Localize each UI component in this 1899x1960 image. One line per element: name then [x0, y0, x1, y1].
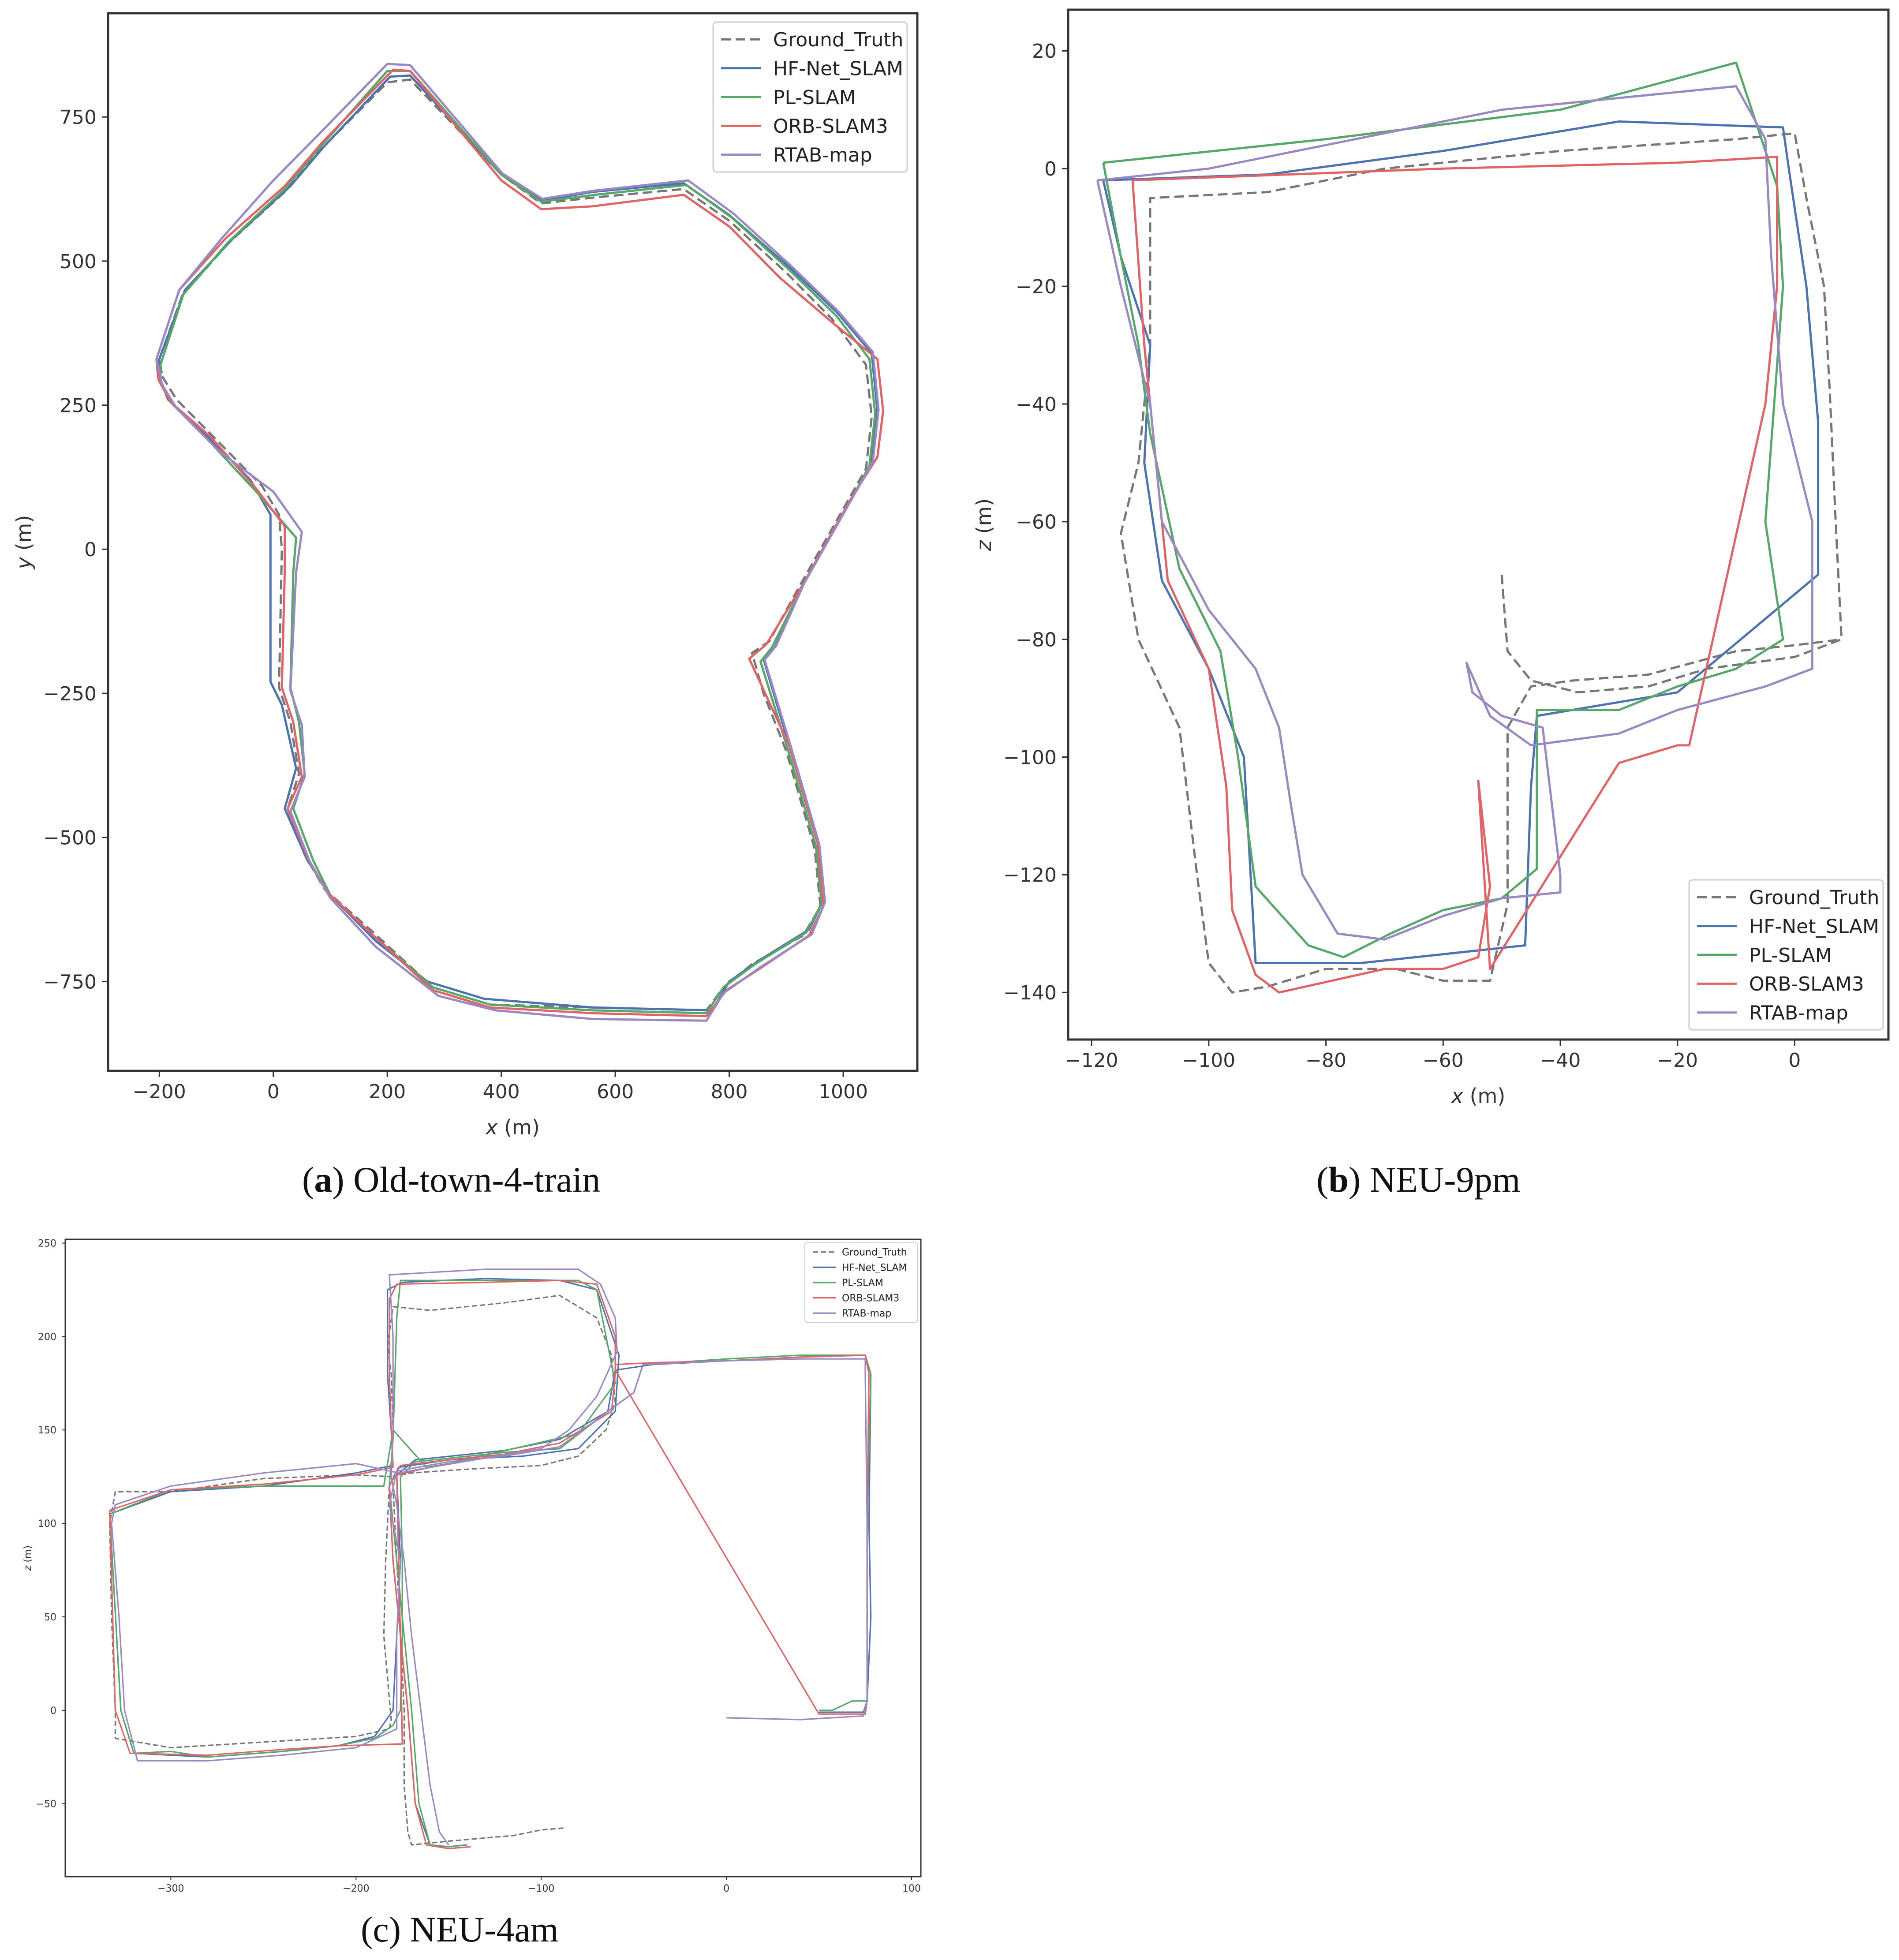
chart-c: −300 −200 −100 0 100 −50 0 50 100 150 200 250 z (m) G…: [22, 1238, 922, 1894]
y-tick-label: 50: [44, 1612, 56, 1623]
y-tick-label: −20: [1016, 276, 1057, 298]
y-tick-label: −40: [1016, 393, 1057, 416]
legend-label: ORB-SLAM3: [1749, 973, 1864, 995]
y-tick-label: 500: [60, 251, 97, 273]
series-line-orb-slam3: [1131, 156, 1779, 994]
y-tick-label: −750: [43, 971, 97, 993]
x-tick-label: 600: [597, 1081, 634, 1103]
series-line-ground-truth: [109, 1294, 616, 1846]
series-line-orb-slam3: [155, 68, 884, 1017]
series-line-pl-slam: [109, 1279, 872, 1848]
x-tick-label: 0: [267, 1081, 280, 1103]
y-axis-label: y (m): [12, 515, 36, 570]
x-tick-label: −20: [1657, 1049, 1698, 1072]
legend-label: Ground_Truth: [1749, 886, 1879, 909]
x-tick-label: −60: [1423, 1049, 1464, 1072]
legend-label: RTAB-map: [1749, 1002, 1848, 1025]
legend-label: PL-SLAM: [773, 86, 856, 109]
legend: Ground_Truth HF-Net_SLAM PL-SLAM ORB-SLAM3 R…: [1688, 879, 1884, 1031]
chart-a: −200 0 200 400 600 800 1000 −750 −500 −250 0 250 500…: [12, 12, 919, 1139]
legend-label: HF-Net_SLAM: [1749, 915, 1879, 938]
y-tick-label: −50: [36, 1799, 56, 1810]
x-tick-label: −120: [1065, 1049, 1118, 1072]
y-tick-label: 750: [60, 106, 97, 129]
caption-b: (b) NEU-9pm: [1316, 1160, 1521, 1200]
legend-frame: [1688, 879, 1884, 1031]
caption-b-letter: b: [1328, 1160, 1349, 1200]
x-tick-label: 200: [369, 1081, 406, 1103]
x-tick-label: −80: [1305, 1049, 1346, 1072]
series-line-pl-slam: [159, 70, 876, 1014]
caption-c: (c) NEU-4am: [361, 1909, 559, 1949]
y-tick-label: 0: [50, 1706, 56, 1717]
series-line-rtab-map: [111, 1268, 868, 1845]
y-tick-label: 250: [60, 394, 97, 417]
x-tick-label: 400: [483, 1081, 520, 1103]
y-tick-label: 250: [38, 1238, 56, 1249]
y-tick-label: −140: [1003, 982, 1057, 1004]
caption-a: (a) Old-town-4-train: [302, 1160, 601, 1200]
x-tick-label: 0: [1788, 1049, 1801, 1072]
legend-label: RTAB-map: [773, 144, 872, 167]
plot-frame: [64, 1238, 922, 1878]
legend-label: ORB-SLAM3: [842, 1293, 899, 1304]
legend-label: ORB-SLAM3: [773, 115, 888, 138]
x-tick-label: −200: [343, 1883, 369, 1894]
legend-frame: [804, 1242, 918, 1323]
x-tick-label: 800: [711, 1081, 748, 1103]
y-axis-label: z (m): [972, 498, 996, 551]
x-axis-label: x (m): [1450, 1084, 1506, 1108]
y-tick-label: 0: [84, 539, 97, 561]
y-tick-label: 100: [38, 1519, 56, 1530]
caption-b-text: NEU-9pm: [1369, 1160, 1521, 1200]
series-line-ground-truth: [1120, 132, 1843, 994]
x-tick-label: −200: [133, 1081, 186, 1103]
x-tick-label: 1000: [819, 1081, 868, 1103]
legend-label: PL-SLAM: [842, 1278, 883, 1289]
chart-b: −120 −100 −80 −60 −40 −20 0 −140 −120 −100 −80 −60 −…: [972, 8, 1890, 1108]
legend-label: PL-SLAM: [1749, 944, 1832, 967]
y-tick-label: 150: [38, 1425, 56, 1436]
legend-label: HF-Net_SLAM: [773, 57, 903, 80]
x-tick-label: −40: [1540, 1049, 1581, 1072]
y-tick-label: −120: [1003, 864, 1057, 886]
legend: Ground_Truth HF-Net_SLAM PL-SLAM ORB-SLAM3 R…: [712, 21, 908, 173]
legend-frame: [712, 21, 908, 173]
y-tick-label: −250: [43, 683, 97, 705]
x-tick-label: −100: [1182, 1049, 1235, 1072]
y-tick-label: −80: [1016, 629, 1057, 651]
caption-a-letter: a: [314, 1160, 333, 1200]
y-tick-label: −500: [43, 827, 97, 849]
y-tick-label: −60: [1016, 511, 1057, 534]
y-tick-label: 200: [38, 1332, 56, 1343]
legend-label: HF-Net_SLAM: [842, 1262, 907, 1273]
y-axis-label: z (m): [22, 1545, 34, 1571]
series-line-rtab-map: [155, 63, 880, 1022]
caption-a-text: Old-town-4-train: [353, 1160, 601, 1200]
caption-c-letter: c: [373, 1909, 389, 1949]
x-tick-label: −300: [157, 1883, 184, 1894]
series-line-rtab-map: [1096, 85, 1813, 941]
caption-c-text: NEU-4am: [410, 1909, 559, 1949]
y-tick-label: −100: [1003, 746, 1057, 769]
x-tick-label: 0: [723, 1883, 729, 1894]
x-tick-label: 100: [902, 1883, 921, 1894]
legend-label: Ground_Truth: [842, 1247, 907, 1258]
series-line-orb-slam3: [109, 1279, 870, 1849]
plot-frame: [1067, 8, 1890, 1041]
x-axis-label: x (m): [485, 1115, 540, 1139]
legend-label: Ground_Truth: [773, 29, 903, 51]
x-tick-label: −100: [528, 1883, 554, 1894]
legend-label: RTAB-map: [842, 1308, 891, 1319]
legend: Ground_Truth HF-Net_SLAM PL-SLAM ORB-SLAM3 R…: [804, 1242, 918, 1323]
y-tick-label: 20: [1032, 40, 1057, 63]
y-tick-label: 0: [1044, 158, 1057, 180]
